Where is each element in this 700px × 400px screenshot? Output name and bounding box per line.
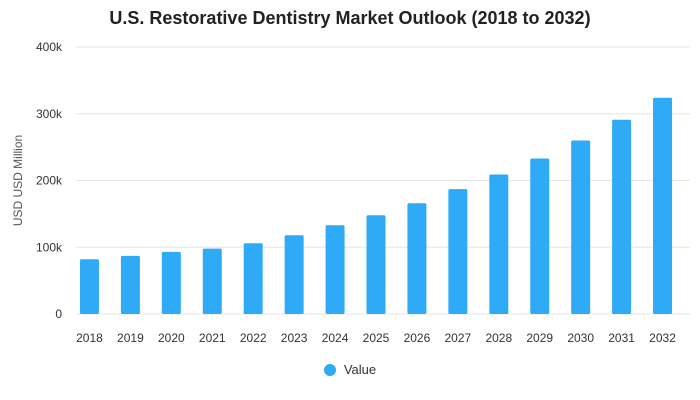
bar-2020[interactable] bbox=[161, 251, 181, 314]
y-tick-label: 100k bbox=[36, 240, 63, 254]
x-tick-label: 2028 bbox=[485, 331, 512, 345]
bar-2030[interactable] bbox=[571, 140, 591, 314]
bar-2028[interactable] bbox=[489, 174, 509, 314]
y-tick-label: 400k bbox=[36, 40, 63, 54]
y-tick-label: 200k bbox=[36, 174, 63, 188]
x-tick-label: 2029 bbox=[526, 331, 553, 345]
chart-title: U.S. Restorative Dentistry Market Outloo… bbox=[109, 8, 591, 28]
x-tick-label: 2022 bbox=[240, 331, 267, 345]
x-tick-label: 2032 bbox=[649, 331, 676, 345]
x-axis-ticks: 2018 2019 2020 2021 2022 2023 2024 2025 2026 2027… bbox=[76, 331, 676, 345]
bar-2019[interactable] bbox=[120, 255, 140, 314]
y-tick-label: 300k bbox=[36, 107, 63, 121]
legend-swatch-icon bbox=[323, 363, 336, 376]
x-tick-label: 2018 bbox=[76, 331, 103, 345]
x-tick-label: 2027 bbox=[445, 331, 472, 345]
bar-2027[interactable] bbox=[448, 189, 468, 314]
x-tick-label: 2020 bbox=[158, 331, 185, 345]
bar-2031[interactable] bbox=[612, 119, 632, 314]
y-axis-ticks: 0 100k 200k 300k 400k bbox=[36, 40, 63, 321]
x-tick-label: 2031 bbox=[608, 331, 635, 345]
y-tick-label: 0 bbox=[55, 307, 62, 321]
x-tick-label: 2019 bbox=[117, 331, 144, 345]
bar-2024[interactable] bbox=[325, 225, 345, 314]
bar-2029[interactable] bbox=[530, 158, 550, 314]
bar-2021[interactable] bbox=[202, 248, 222, 314]
bar-2026[interactable] bbox=[407, 203, 427, 314]
x-tick-label: 2026 bbox=[404, 331, 431, 345]
bar-2022[interactable] bbox=[243, 243, 263, 314]
legend: Value bbox=[0, 362, 700, 377]
x-tick-label: 2021 bbox=[199, 331, 226, 345]
bar-2025[interactable] bbox=[366, 215, 386, 314]
x-tick-label: 2024 bbox=[322, 331, 349, 345]
x-tick-label: 2023 bbox=[281, 331, 308, 345]
x-tick-label: 2025 bbox=[363, 331, 390, 345]
bar-2018[interactable] bbox=[79, 259, 99, 314]
y-axis-title: USD USD Million bbox=[11, 135, 25, 226]
x-tick-label: 2030 bbox=[567, 331, 594, 345]
legend-label[interactable]: Value bbox=[343, 362, 377, 377]
bar-2023[interactable] bbox=[284, 235, 304, 314]
bar-series bbox=[79, 97, 673, 314]
bar-2032[interactable] bbox=[653, 97, 673, 314]
